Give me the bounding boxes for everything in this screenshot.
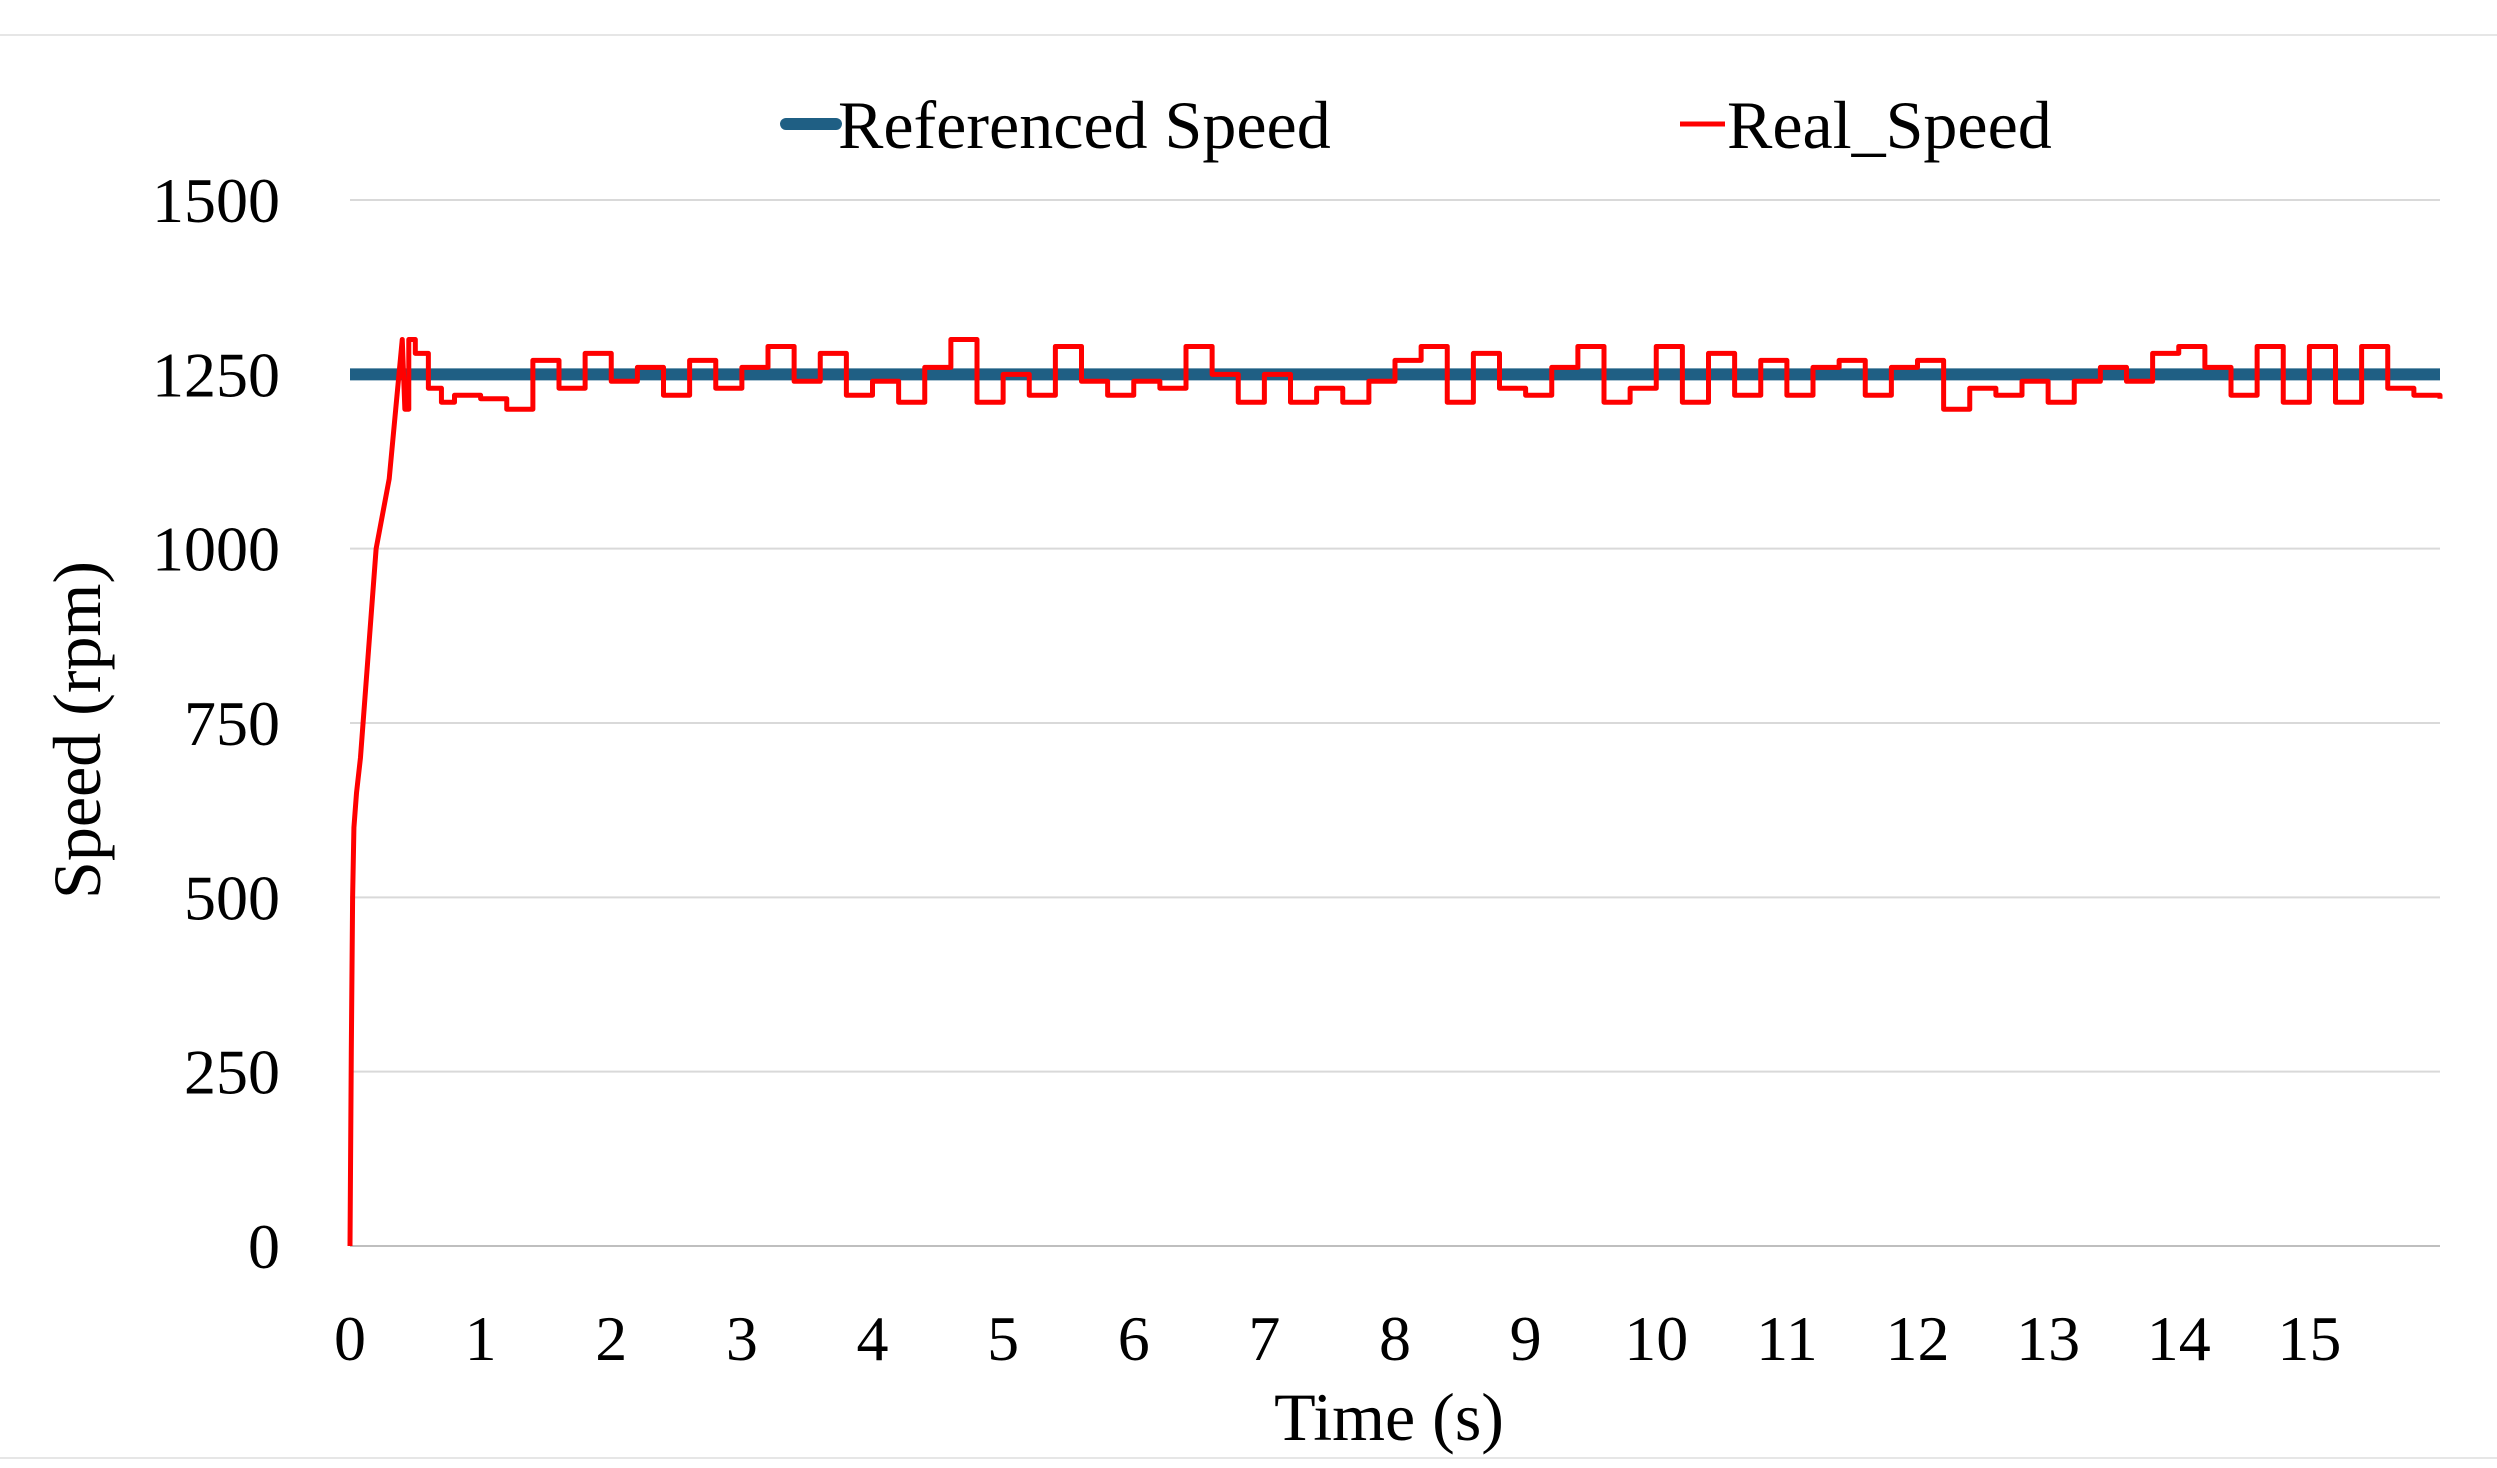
x-tick-label: 1 (465, 1303, 497, 1374)
x-tick-label: 7 (1248, 1303, 1280, 1374)
y-tick-label: 1250 (152, 339, 280, 410)
y-tick-label: 250 (184, 1037, 280, 1108)
x-tick-label: 5 (987, 1303, 1019, 1374)
x-tick-label: 2 (595, 1303, 627, 1374)
x-tick-label: 12 (1886, 1303, 1950, 1374)
legend-label-real-speed: Real_Speed (1727, 87, 2052, 163)
x-axis-ticks: 0 1 2 3 4 5 6 7 8 9 10 11 12 13 14 15 (334, 1303, 2341, 1374)
grid-lines (350, 199, 2440, 1247)
y-tick-label: 500 (184, 862, 280, 933)
x-tick-label: 10 (1624, 1303, 1688, 1374)
x-tick-label: 15 (2277, 1303, 2341, 1374)
legend-item-referenced-speed: Referenced Speed (780, 87, 1331, 163)
x-tick-label: 4 (857, 1303, 889, 1374)
x-tick-label: 0 (334, 1303, 366, 1374)
x-tick-label: 8 (1379, 1303, 1411, 1374)
x-tick-label: 14 (2147, 1303, 2211, 1374)
x-tick-label: 11 (1756, 1303, 1818, 1374)
x-tick-label: 3 (726, 1303, 758, 1374)
x-axis-title: Time (s) (1274, 1379, 1504, 1455)
y-tick-label: 1500 (152, 165, 280, 236)
legend-label-referenced-speed: Referenced Speed (838, 87, 1331, 163)
x-tick-label: 13 (2016, 1303, 2080, 1374)
legend: Referenced Speed Real_Speed (780, 87, 2052, 163)
plot-area (347, 336, 2443, 1247)
series-line-real-speed (347, 336, 2443, 1247)
x-tick-label: 6 (1118, 1303, 1150, 1374)
y-axis-title: Speed (rpm) (39, 561, 115, 899)
legend-item-real-speed: Real_Speed (1680, 87, 2052, 163)
y-tick-label: 1000 (152, 514, 280, 585)
y-tick-label: 0 (248, 1211, 280, 1282)
x-tick-label: 9 (1510, 1303, 1542, 1374)
y-tick-label: 750 (184, 688, 280, 759)
y-axis-ticks: 0 250 500 750 1000 1250 1500 (152, 165, 280, 1282)
